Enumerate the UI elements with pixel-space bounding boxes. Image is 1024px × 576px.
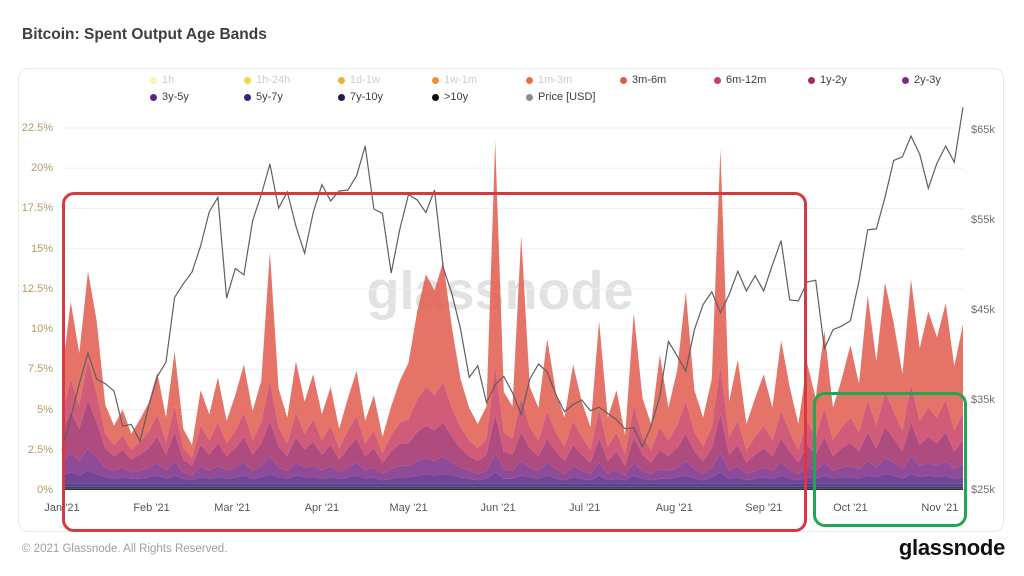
y-axis-left-tick: 7.5%	[27, 363, 53, 376]
band-area-1y-2y	[62, 399, 963, 476]
x-axis-tick: Oct '21	[833, 502, 868, 514]
annotation-red-box	[62, 192, 808, 532]
legend-item-1y-2y[interactable]: 1y-2y	[808, 74, 902, 86]
legend-swatch-icon	[150, 76, 157, 84]
price-line	[61, 107, 964, 451]
y-axis-left-tick: 2.5%	[27, 443, 53, 456]
band-area--10y	[62, 488, 963, 490]
y-axis-right-tick: $45k	[971, 303, 995, 316]
x-axis-tick: Nov '21	[921, 502, 959, 514]
legend-row-2: 3y-5y 5y-7y 7y-10y >10y Price [USD]	[150, 91, 620, 103]
legend-label: 1w-1m	[444, 74, 478, 86]
legend-item-3y-5y[interactable]: 3y-5y	[150, 91, 244, 103]
band-area-3m-6m	[62, 140, 963, 458]
legend-label: 1h-24h	[256, 74, 291, 86]
legend-label: >10y	[444, 91, 469, 103]
y-axis-right-tick: $35k	[971, 393, 995, 406]
legend-swatch-icon	[902, 76, 909, 84]
x-axis-tick: Mar '21	[214, 502, 251, 514]
legend-label: Price [USD]	[538, 91, 596, 103]
legend-item-price-usd-[interactable]: Price [USD]	[526, 91, 620, 103]
legend-item-2y-3y[interactable]: 2y-3y	[902, 74, 996, 86]
footer-copyright: © 2021 Glassnode. All Rights Reserved.	[22, 543, 228, 555]
glassnode-logo: glassnode	[898, 535, 1005, 560]
legend-label: 7y-10y	[350, 91, 384, 103]
y-axis-left: 0% 2.5% 5% 7.5% 10% 12.5% 15% 17.5% 20% 22.5%	[0, 0, 57, 576]
legend-item-1h-24h[interactable]: 1h-24h	[244, 74, 338, 86]
y-axis-right-tick: $25k	[971, 484, 995, 496]
y-axis-left-tick: 20%	[30, 162, 53, 175]
legend-swatch-icon	[338, 76, 345, 84]
band-area-6m-12m	[62, 359, 963, 466]
legend-item-7y-10y[interactable]: 7y-10y	[338, 91, 432, 103]
x-axis-tick: Jun '21	[480, 502, 516, 514]
legend-row-1: 1h 1h-24h 1d-1w 1w-1m 1m-3m 3m-6m 6m-12m 1y-2y 2…	[150, 74, 996, 86]
x-axis: Jan '21 Feb '21 Mar '21 Apr '21 May '21 Jun '…	[0, 502, 1024, 518]
legend-item-1w-1m[interactable]: 1w-1m	[432, 74, 526, 86]
band-area-2y-3y	[62, 448, 963, 481]
band-area-5y-7y	[62, 483, 963, 487]
y-axis-right: $25k $35k $45k $55k $65k	[971, 0, 1024, 576]
legend-item--10y[interactable]: >10y	[432, 91, 526, 103]
y-axis-left-tick: 17.5%	[21, 202, 53, 215]
legend-swatch-icon	[808, 76, 815, 84]
page-title: Bitcoin: Spent Output Age Bands	[22, 26, 267, 43]
x-axis-tick: May '21	[389, 502, 428, 514]
x-axis-tick: Aug '21	[655, 502, 693, 514]
y-axis-left-tick: 22.5%	[21, 122, 53, 134]
legend-swatch-icon	[526, 93, 533, 101]
legend-item-6m-12m[interactable]: 6m-12m	[714, 74, 808, 86]
legend-swatch-icon	[244, 93, 251, 101]
legend-label: 1h	[162, 74, 175, 86]
legend-item-1d-1w[interactable]: 1d-1w	[338, 74, 432, 86]
y-axis-left-tick: 5%	[37, 403, 53, 416]
legend-label: 1m-3m	[538, 74, 573, 86]
legend-swatch-icon	[432, 76, 439, 84]
band-area-7y-10y	[62, 486, 963, 489]
legend-label: 2y-3y	[914, 74, 941, 86]
x-axis-tick: Sep '21	[745, 502, 783, 514]
legend-swatch-icon	[244, 76, 251, 84]
stacked-areas	[62, 140, 963, 490]
legend-swatch-icon	[714, 76, 721, 84]
x-axis-tick: Apr '21	[304, 502, 340, 514]
y-axis-left-tick: 10%	[30, 323, 53, 336]
legend-item-1m-3m[interactable]: 1m-3m	[526, 74, 620, 86]
legend-swatch-icon	[338, 93, 345, 101]
legend-label: 3y-5y	[162, 91, 189, 103]
legend-item-3m-6m[interactable]: 3m-6m	[620, 74, 714, 86]
y-axis-right-tick: $55k	[971, 213, 995, 226]
legend-label: 5y-7y	[256, 91, 283, 103]
legend-item-5y-7y[interactable]: 5y-7y	[244, 91, 338, 103]
y-axis-right-tick: $65k	[971, 123, 995, 136]
legend-swatch-icon	[150, 93, 157, 101]
legend-label: 1y-2y	[820, 74, 847, 86]
legend-label: 1d-1w	[350, 74, 380, 86]
legend-item-1h[interactable]: 1h	[150, 74, 244, 86]
annotation-green-box	[812, 391, 968, 527]
y-axis-left-tick: 12.5%	[21, 282, 53, 295]
band-area-3y-5y	[62, 470, 963, 484]
y-axis-left-tick: 0%	[37, 484, 53, 496]
x-axis-tick: Jul '21	[568, 502, 601, 514]
legend-swatch-icon	[432, 93, 439, 101]
legend-swatch-icon	[526, 76, 533, 84]
legend-label: 3m-6m	[632, 74, 667, 86]
x-axis-tick: Feb '21	[133, 502, 170, 514]
legend-label: 6m-12m	[726, 74, 767, 86]
y-axis-left-tick: 15%	[30, 242, 53, 255]
legend-swatch-icon	[620, 76, 627, 84]
